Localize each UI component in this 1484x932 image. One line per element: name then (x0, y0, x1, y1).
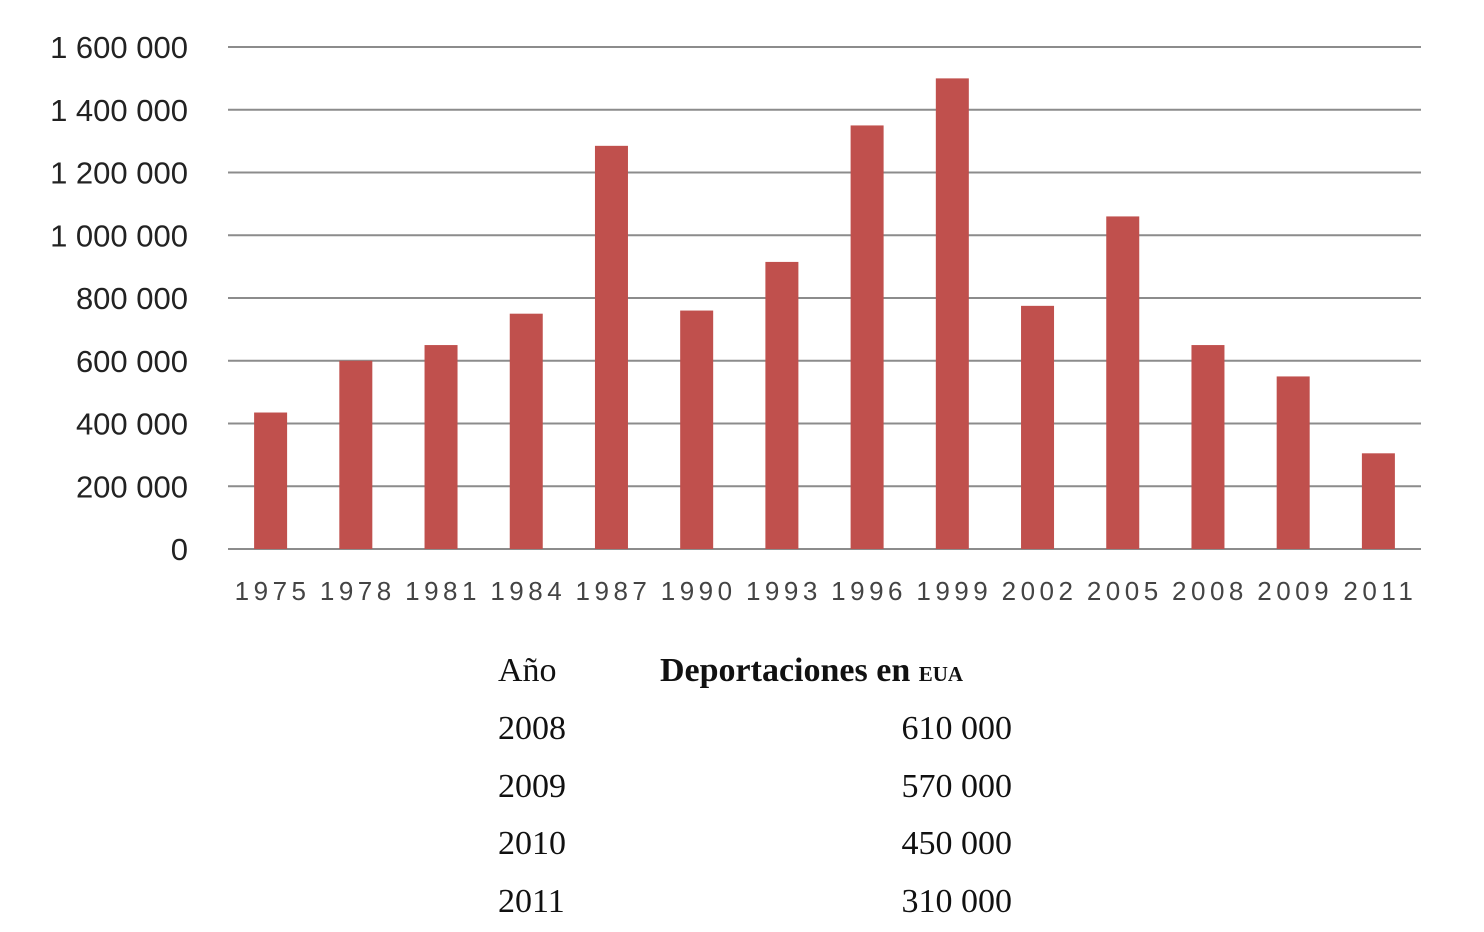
y-tick-label: 0 (171, 532, 188, 567)
table-header-country: EUA (918, 655, 964, 688)
table-cell-year: 2008 (498, 710, 566, 747)
bar-1981 (424, 345, 458, 549)
bar-1984 (509, 313, 543, 549)
table-cell-value: 310 000 (901, 883, 1013, 920)
table-header-deportations: Deportaciones en EUA (660, 652, 963, 690)
y-tick-label: 1 400 000 (50, 93, 188, 128)
table-cell-year: 2009 (498, 768, 566, 805)
y-tick-label: 600 000 (76, 344, 188, 379)
bar-2011 (1361, 453, 1395, 549)
table-cell-value: 450 000 (901, 825, 1013, 862)
bar-2002 (1021, 305, 1055, 549)
bar-1999 (935, 78, 969, 549)
y-tick-label: 1 600 000 (50, 30, 188, 65)
table-header-year: Año (498, 652, 557, 689)
bar-1978 (339, 360, 373, 549)
x-tick-label: 1987 (576, 576, 652, 606)
table-header-deportations-text: Deportaciones en (660, 652, 911, 689)
x-tick-label: 1975 (235, 576, 311, 606)
table-cell-year: 2011 (498, 883, 565, 920)
x-tick-label: 1993 (746, 576, 822, 606)
x-tick-label: 1990 (661, 576, 737, 606)
gridlines (228, 46, 1421, 550)
y-tick-label: 200 000 (76, 469, 188, 504)
x-tick-label: 2011 (1343, 576, 1417, 606)
y-tick-label: 1 000 000 (50, 218, 188, 253)
x-axis-ticks: 1975 1978 1981 1984 1987 1990 1993 1996 1999 2002… (235, 576, 1417, 606)
y-tick-label: 400 000 (76, 407, 188, 442)
x-tick-label: 2009 (1257, 576, 1333, 606)
y-axis-ticks: 0 200 000 400 000 600 000 800 000 1 000 000 1 … (50, 30, 188, 567)
x-tick-label: 2005 (1087, 576, 1163, 606)
table-cell-value: 610 000 (901, 710, 1013, 747)
bar-2008 (1191, 345, 1225, 549)
y-tick-label: 800 000 (76, 281, 188, 316)
bar-1996 (850, 125, 884, 549)
x-tick-label: 1996 (831, 576, 907, 606)
bar-1990 (680, 310, 714, 549)
x-tick-label: 1999 (916, 576, 992, 606)
bar-chart: 0 200 000 400 000 600 000 800 000 1 000 000 1 … (50, 30, 1421, 606)
table-row: 2011 310 000 (498, 883, 1018, 923)
x-tick-label: 1981 (405, 576, 481, 606)
x-tick-label: 2002 (1002, 576, 1078, 606)
x-tick-label: 1978 (320, 576, 396, 606)
bar-2009 (1276, 376, 1310, 549)
bar-1993 (765, 261, 799, 549)
bar-2005 (1106, 216, 1140, 550)
table-row: 2009 570 000 (498, 768, 1018, 808)
x-tick-label: 2008 (1172, 576, 1248, 606)
bar-1987 (594, 145, 628, 550)
table-row: 2008 610 000 (498, 710, 1018, 750)
bars (254, 78, 1395, 550)
table-row: 2010 450 000 (498, 825, 1018, 865)
table-cell-year: 2010 (498, 825, 566, 862)
bar-1975 (254, 412, 288, 549)
y-tick-label: 1 200 000 (50, 156, 188, 191)
x-tick-label: 1984 (490, 576, 566, 606)
table-cell-value: 570 000 (901, 768, 1013, 805)
